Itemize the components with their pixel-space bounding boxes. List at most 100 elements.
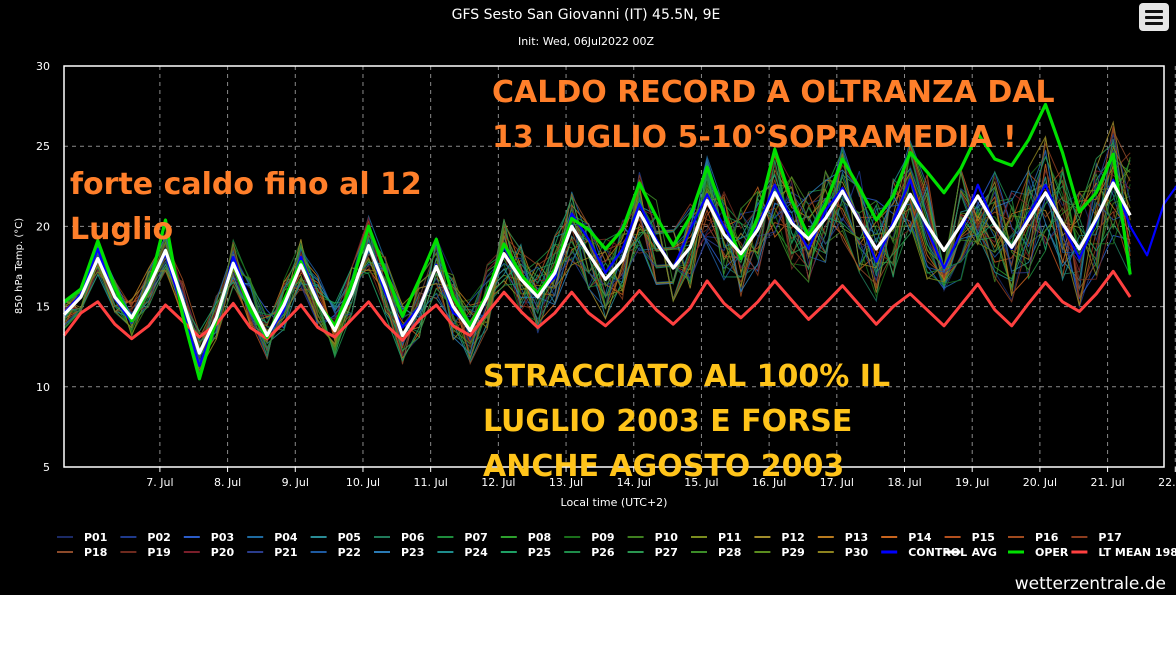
legend-item-p04: P04 xyxy=(247,531,298,544)
legend-item-p24: P24 xyxy=(437,546,488,559)
legend-item-p28: P28 xyxy=(691,546,741,559)
legend-item-p06: P06 xyxy=(374,531,425,544)
legend-label: P09 xyxy=(591,531,614,544)
legend-label: LT MEAN 1981-2010 xyxy=(1098,546,1176,559)
y-tick-label: 15 xyxy=(36,301,50,314)
legend: P01 P02 P03 P04 P05 P06 P07 P08 P09 P10 P11 P12 P13 P… xyxy=(57,531,1176,559)
legend-label: P18 xyxy=(84,546,107,559)
legend-item-p20: P20 xyxy=(183,546,235,559)
chart-subtitle: Init: Wed, 06Jul2022 00Z xyxy=(518,35,655,48)
legend-item-p05: P05 xyxy=(310,531,361,544)
series-line-lt-mean-1981-2010 xyxy=(62,269,1132,342)
legend-item-p22: P22 xyxy=(310,546,361,559)
legend-label: P24 xyxy=(464,546,488,559)
overlay-headline-line-1: CALDO RECORD A OLTRANZA DAL xyxy=(492,75,1055,110)
legend-label: P07 xyxy=(464,531,487,544)
x-tick-label: 11. Jul xyxy=(414,476,448,489)
legend-label: P26 xyxy=(591,546,615,559)
x-tick-label: 19. Jul xyxy=(955,476,989,489)
x-tick-label: 17. Jul xyxy=(820,476,854,489)
overlay-bottom-line-1: STRACCIATO AL 100% IL xyxy=(483,359,891,394)
legend-item-p01: P01 xyxy=(57,531,107,544)
legend-label: AVG xyxy=(972,546,997,559)
legend-item-p27: P27 xyxy=(627,546,678,559)
series-line-p29 xyxy=(63,168,1131,350)
legend-label: P19 xyxy=(147,546,170,559)
legend-item-p12: P12 xyxy=(754,531,805,544)
legend-label: OPER xyxy=(1035,546,1069,559)
legend-label: P11 xyxy=(718,531,741,544)
legend-label: P06 xyxy=(401,531,425,544)
axis-layer: 5 10 15 20 25 30 7. Jul 8. Jul 9. Jul 10. Jul 11. … xyxy=(36,60,1176,489)
overlay-bottom-note: STRACCIATO AL 100% IL LUGLIO 2003 E FORS… xyxy=(483,354,890,489)
legend-label: P02 xyxy=(147,531,170,544)
x-tick-label: 15. Jul xyxy=(684,476,718,489)
overlay-left-line-2: Luglio xyxy=(70,212,174,247)
overlay-bottom-line-3: ANCHE AGOSTO 2003 xyxy=(483,449,845,484)
y-tick-label: 5 xyxy=(43,461,50,474)
legend-label: CONTROL xyxy=(908,546,967,559)
ensemble-chart: GFS Sesto San Giovanni (IT) 45.5N, 9E In… xyxy=(14,7,1176,559)
series-line-p21 xyxy=(63,132,1131,373)
y-axis-label: 850 hPa Temp. (°C) xyxy=(14,218,25,314)
y-tick-label: 20 xyxy=(36,220,50,233)
x-tick-label: 14. Jul xyxy=(617,476,651,489)
legend-item-p26: P26 xyxy=(564,546,615,559)
legend-label: P22 xyxy=(338,546,361,559)
legend-item-p19: P19 xyxy=(120,546,171,559)
legend-item-lt-mean-1981-2010: LT MEAN 1981-2010 xyxy=(1071,546,1176,559)
legend-item-p29: P29 xyxy=(754,546,805,559)
legend-item-p14: P14 xyxy=(881,531,932,544)
legend-item-avg: AVG xyxy=(944,546,997,559)
legend-item-p07: P07 xyxy=(437,531,488,544)
legend-label: P05 xyxy=(338,531,361,544)
x-tick-label: 7. Jul xyxy=(146,476,173,489)
overlay-left-line-1: forte caldo fino al 12 xyxy=(70,167,422,202)
legend-item-p11: P11 xyxy=(691,531,741,544)
legend-label: P12 xyxy=(781,531,804,544)
legend-label: P20 xyxy=(211,546,235,559)
overlay-bottom-line-2: LUGLIO 2003 E FORSE xyxy=(483,404,853,439)
legend-label: P28 xyxy=(718,546,741,559)
legend-label: P03 xyxy=(211,531,234,544)
x-tick-label: 9. Jul xyxy=(282,476,309,489)
legend-item-p13: P13 xyxy=(817,531,868,544)
legend-label: P08 xyxy=(528,531,551,544)
series-line-p09 xyxy=(63,156,1131,360)
x-tick-label: 18. Jul xyxy=(887,476,921,489)
y-tick-label: 30 xyxy=(36,60,50,73)
legend-label: P17 xyxy=(1098,531,1121,544)
legend-label: P27 xyxy=(655,546,678,559)
legend-item-p25: P25 xyxy=(500,546,551,559)
legend-item-p21: P21 xyxy=(247,546,298,559)
credit-text[interactable]: wetterzentrale.de xyxy=(1014,574,1166,594)
legend-label: P14 xyxy=(908,531,932,544)
legend-label: P23 xyxy=(401,546,424,559)
legend-item-p03: P03 xyxy=(183,531,234,544)
legend-item-p23: P23 xyxy=(374,546,424,559)
overlay-left-note: forte caldo fino al 12 Luglio xyxy=(70,162,422,252)
legend-label: P01 xyxy=(84,531,107,544)
legend-item-control: CONTROL xyxy=(881,546,967,559)
legend-item-p18: P18 xyxy=(57,546,107,559)
legend-label: P10 xyxy=(655,531,679,544)
legend-label: P25 xyxy=(528,546,551,559)
legend-label: P30 xyxy=(845,546,869,559)
chart-panel: GFS Sesto San Giovanni (IT) 45.5N, 9E In… xyxy=(0,0,1176,595)
y-tick-label: 10 xyxy=(36,381,50,394)
x-tick-label: 20. Jul xyxy=(1023,476,1057,489)
legend-label: P29 xyxy=(781,546,804,559)
x-tick-label: 8. Jul xyxy=(214,476,241,489)
x-axis-label: Local time (UTC+2) xyxy=(561,496,668,509)
legend-item-p17: P17 xyxy=(1071,531,1122,544)
chart-title: GFS Sesto San Giovanni (IT) 45.5N, 9E xyxy=(452,7,721,23)
x-tick-label: 13. Jul xyxy=(549,476,583,489)
plot-frame xyxy=(63,65,1165,468)
legend-item-p15: P15 xyxy=(944,531,995,544)
legend-item-oper: OPER xyxy=(1008,546,1069,559)
overlay-headline-line-2: 13 LUGLIO 5-10°SOPRAMEDIA ! xyxy=(492,120,1017,155)
hamburger-menu-icon[interactable] xyxy=(1139,3,1169,31)
series-line-avg xyxy=(62,181,1132,355)
x-tick-label: 22. Jul xyxy=(1158,476,1176,489)
legend-item-p10: P10 xyxy=(627,531,679,544)
